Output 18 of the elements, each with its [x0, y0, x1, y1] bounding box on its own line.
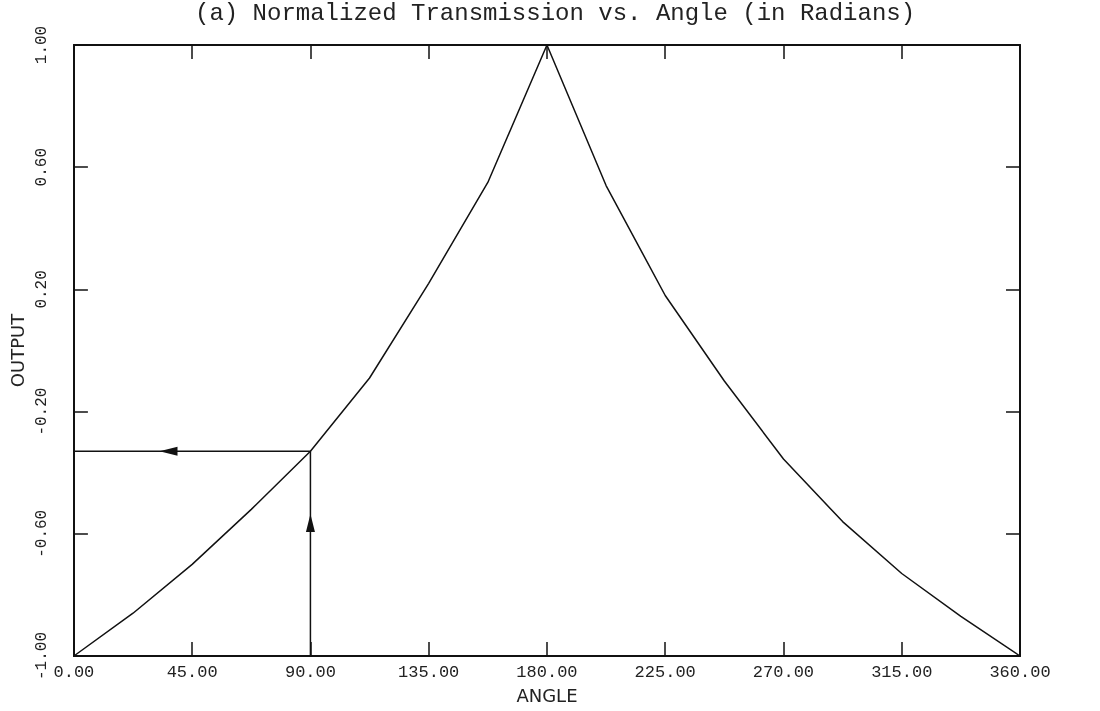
x-axis-title: ANGLE	[516, 684, 578, 706]
x-tick-label: 135.00	[398, 663, 460, 682]
y-tick-label: 0.20	[32, 270, 51, 309]
y-tick-label: -1.00	[32, 631, 51, 681]
x-tick-label: 360.00	[989, 663, 1051, 682]
x-tick-label: 270.00	[752, 663, 815, 682]
x-tick-label: 0.00	[53, 663, 95, 682]
x-tick-label: 315.00	[871, 663, 933, 682]
y-tick-label: 1.00	[32, 25, 51, 65]
y-tick-label: -0.60	[32, 509, 51, 558]
y-tick-label: -0.20	[32, 387, 51, 436]
x-tick-label: 90.00	[284, 663, 336, 682]
x-tick-label: 45.00	[166, 663, 218, 682]
x-tick-label: 225.00	[634, 663, 696, 682]
y-tick-label: 0.60	[32, 148, 51, 187]
x-tick-label: 180.00	[516, 663, 578, 682]
y-axis-title: OUTPUT	[6, 312, 28, 388]
chart-title: (a) Normalized Transmission vs. Angle (in Radians)	[195, 0, 916, 27]
